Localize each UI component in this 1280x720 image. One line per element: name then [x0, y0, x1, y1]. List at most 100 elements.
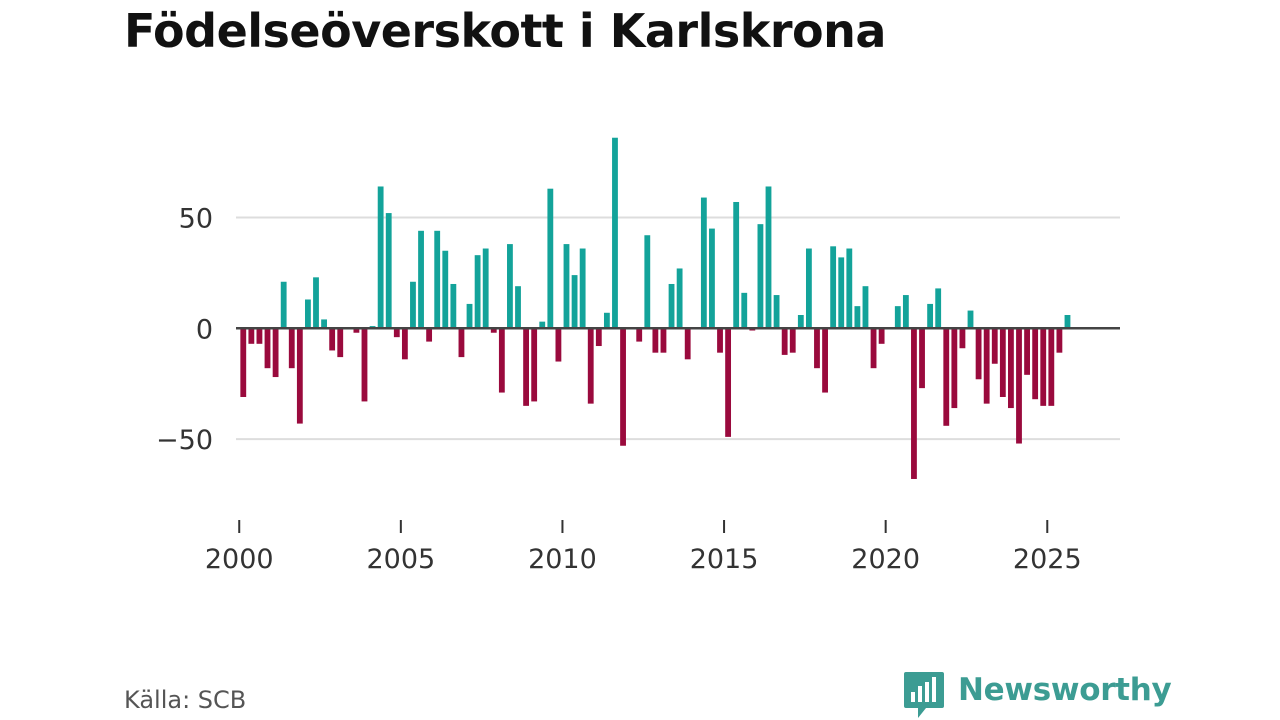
bar — [337, 328, 344, 358]
bar — [870, 328, 877, 369]
bar — [1032, 328, 1039, 400]
bar — [652, 328, 659, 353]
bar — [902, 295, 909, 329]
bar — [854, 306, 861, 329]
bar — [256, 328, 263, 344]
bar — [296, 328, 303, 424]
brand-name: Newsworthy — [958, 672, 1172, 708]
bar — [401, 328, 408, 360]
bar — [838, 257, 845, 329]
bar — [967, 310, 974, 329]
bar — [377, 186, 384, 329]
bar — [523, 328, 529, 406]
bar — [846, 248, 853, 329]
bar — [1008, 328, 1014, 409]
bar — [434, 230, 441, 329]
bar — [951, 328, 958, 409]
y-tick-label: 50 — [179, 204, 213, 235]
bar — [579, 248, 586, 329]
bar — [668, 283, 675, 329]
bar — [264, 328, 271, 369]
bar — [305, 299, 311, 329]
x-tick-label: 2025 — [1013, 544, 1082, 575]
bar — [321, 319, 327, 329]
bar — [700, 197, 707, 329]
bar — [660, 328, 667, 353]
x-axis: 2000 2005 2010 2015 2020 2025 — [205, 520, 1082, 575]
bar — [410, 281, 416, 329]
bar — [991, 328, 998, 364]
bar — [240, 328, 247, 397]
bar — [466, 303, 473, 329]
y-tick-label: 0 — [196, 314, 213, 345]
bar — [603, 312, 610, 329]
bar — [935, 288, 942, 329]
bar — [959, 328, 966, 349]
bar — [862, 286, 869, 329]
bar — [1016, 328, 1022, 444]
bar — [329, 328, 336, 351]
bar — [474, 255, 481, 329]
bar — [894, 306, 901, 329]
bar — [313, 277, 319, 329]
bar — [539, 321, 546, 329]
y-tick-label: −50 — [156, 425, 213, 456]
bar — [983, 328, 990, 404]
bar — [531, 328, 538, 402]
bar — [418, 230, 424, 329]
bar — [999, 328, 1006, 397]
bar — [717, 328, 723, 353]
bar — [515, 286, 521, 329]
bar — [450, 283, 457, 329]
y-axis: 50 0 −50 — [156, 204, 213, 457]
bar — [830, 246, 837, 329]
bar — [353, 328, 360, 333]
bar — [248, 328, 255, 344]
x-tick-label: 2020 — [851, 544, 920, 575]
bar — [458, 328, 465, 358]
bar — [919, 328, 925, 389]
bar — [507, 244, 513, 329]
bar — [612, 137, 618, 329]
bar — [765, 186, 772, 329]
x-tick-label: 2005 — [366, 544, 435, 575]
bar — [797, 315, 804, 329]
bar — [733, 201, 740, 329]
bar — [1024, 328, 1030, 375]
bar — [725, 328, 732, 437]
bar — [1048, 328, 1055, 406]
bar — [595, 328, 602, 347]
bar — [571, 275, 578, 329]
bar — [814, 328, 820, 369]
bar — [426, 328, 433, 342]
bar — [709, 228, 715, 329]
bar — [757, 224, 764, 329]
bar — [272, 328, 279, 378]
x-tick-label: 2000 — [205, 544, 274, 575]
chart-title: Födelseöverskott i Karlskrona — [124, 4, 886, 58]
bar — [805, 248, 812, 329]
bar — [442, 250, 449, 329]
x-tick-label: 2015 — [690, 544, 759, 575]
bar — [361, 328, 368, 402]
bar — [644, 235, 651, 329]
bar — [587, 328, 594, 404]
bar — [498, 328, 505, 393]
bar — [636, 328, 643, 342]
bar — [393, 328, 400, 338]
bar — [280, 281, 287, 329]
bar — [547, 188, 554, 329]
bar — [1056, 328, 1063, 353]
bar — [555, 328, 562, 362]
bars — [240, 137, 1071, 479]
bar — [684, 328, 691, 360]
bar — [927, 303, 934, 329]
bar — [773, 295, 780, 329]
bar — [943, 328, 950, 426]
brand-logo: Newsworthy — [902, 670, 1172, 720]
bar — [878, 328, 885, 344]
bar — [822, 328, 828, 393]
source-label: Källa: SCB — [124, 686, 247, 714]
bar — [1040, 328, 1047, 406]
